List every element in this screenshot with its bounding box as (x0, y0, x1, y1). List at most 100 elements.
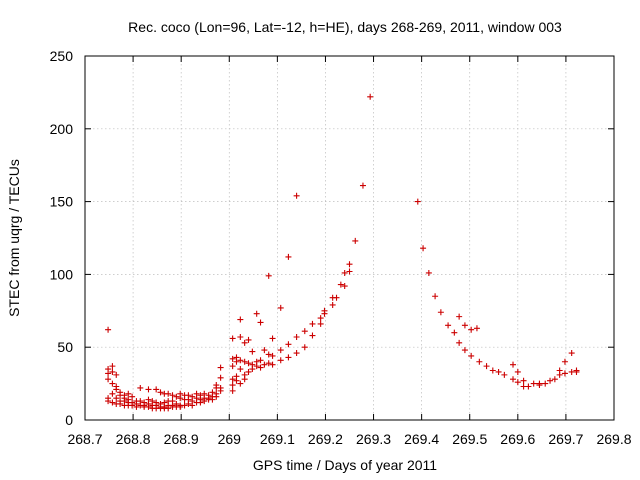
data-point (317, 320, 324, 327)
data-point (520, 377, 527, 384)
data-point (145, 403, 152, 410)
data-point (277, 357, 284, 364)
data-point (414, 198, 421, 205)
x-tick-label: 268.7 (67, 431, 102, 447)
data-point (301, 328, 308, 335)
data-point (269, 361, 276, 368)
data-point (514, 379, 521, 386)
data-point (420, 245, 427, 252)
plot-frame (84, 55, 615, 421)
x-tick-label: 268.9 (164, 431, 199, 447)
data-point (165, 390, 172, 397)
data-point (456, 339, 463, 346)
data-point (261, 361, 268, 368)
data-point (476, 358, 483, 365)
data-point (530, 380, 537, 387)
data-point (329, 301, 336, 308)
data-point (346, 268, 353, 275)
x-axis-label: GPS time / Days of year 2011 (253, 457, 437, 473)
data-point (237, 334, 244, 341)
data-point (109, 380, 116, 387)
data-point (113, 395, 120, 402)
data-point (359, 182, 366, 189)
data-point (265, 351, 272, 358)
data-point (177, 403, 184, 410)
data-point (217, 364, 224, 371)
y-tick-label: 50 (57, 339, 73, 355)
data-point (113, 371, 120, 378)
data-point (269, 335, 276, 342)
y-axis-label: STEC from uqrg / TECUs (6, 159, 22, 317)
data-point (277, 304, 284, 311)
y-tick-label: 200 (50, 121, 74, 137)
data-point (293, 192, 300, 199)
data-point (245, 336, 252, 343)
data-point (432, 293, 439, 300)
data-point (105, 398, 112, 405)
data-point (473, 325, 480, 332)
data-point (341, 283, 348, 290)
data-point (249, 348, 256, 355)
data-point (561, 370, 568, 377)
data-point (321, 307, 328, 314)
data-point (285, 253, 292, 260)
data-point (229, 355, 236, 362)
axis-ticks (84, 55, 615, 421)
x-tick-label: 268.8 (116, 431, 151, 447)
y-tick-label: 250 (50, 48, 74, 64)
data-point (573, 367, 580, 374)
data-point (257, 319, 264, 326)
data-point (173, 393, 180, 400)
data-points (105, 93, 580, 412)
data-point (229, 335, 236, 342)
y-tick-label: 100 (50, 266, 74, 282)
data-point (542, 380, 549, 387)
data-point (556, 367, 563, 374)
data-point (137, 384, 144, 391)
y-tick-label: 0 (65, 412, 73, 428)
data-point (261, 347, 268, 354)
x-tick-label: 269.1 (260, 431, 295, 447)
data-point (301, 344, 308, 351)
data-point (165, 405, 172, 412)
data-point (547, 377, 554, 384)
data-point (568, 350, 575, 357)
data-point (113, 386, 120, 393)
data-point (229, 382, 236, 389)
data-point (269, 352, 276, 359)
data-point (153, 386, 160, 393)
data-point (561, 358, 568, 365)
chart-title: Rec. coco (Lon=96, Lat=-12, h=HE), days … (128, 19, 562, 35)
x-axis-tick-labels: 268.7 268.8 268.9 269 269.1 269.2 269.3 269.4 26… (67, 431, 631, 447)
x-tick-label: 269.4 (404, 431, 439, 447)
data-point (189, 402, 196, 409)
x-tick-label: 269.7 (548, 431, 583, 447)
x-tick-label: 269 (218, 431, 242, 447)
data-point (125, 390, 132, 397)
data-point (483, 363, 490, 370)
data-point (451, 329, 458, 336)
data-point (229, 363, 236, 370)
data-point (105, 376, 112, 383)
data-point (241, 358, 248, 365)
x-tick-label: 269.2 (308, 431, 343, 447)
data-point (245, 360, 252, 367)
data-point (109, 390, 116, 397)
data-point (241, 376, 248, 383)
data-point (525, 383, 532, 390)
data-point (536, 382, 543, 389)
grid (85, 56, 614, 420)
data-point (551, 376, 558, 383)
data-point (229, 376, 236, 383)
data-point (253, 363, 260, 370)
data-point (201, 398, 208, 405)
data-point (309, 332, 316, 339)
data-point (265, 360, 272, 367)
data-point (489, 367, 496, 374)
data-point (233, 377, 240, 384)
data-point (213, 393, 220, 400)
x-tick-label: 269.3 (356, 431, 391, 447)
data-point (109, 368, 116, 375)
data-point (468, 326, 475, 333)
